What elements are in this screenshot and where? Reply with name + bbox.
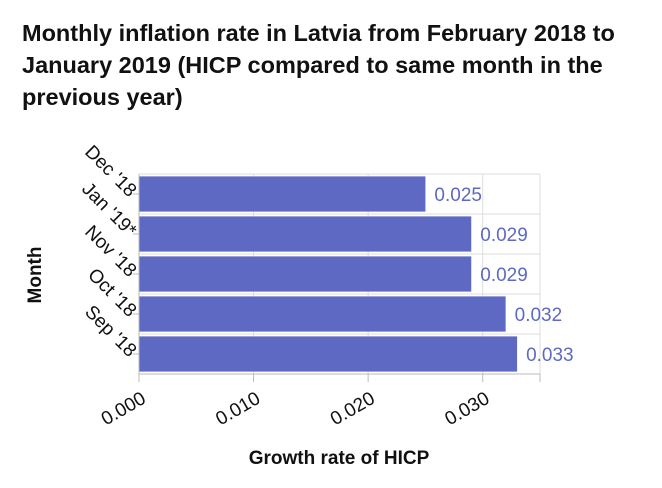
bar	[139, 296, 506, 332]
bar	[139, 256, 472, 292]
data-label: 0.029	[480, 225, 528, 246]
x-tick-label: 0.030	[442, 388, 494, 430]
bar	[139, 176, 426, 212]
y-axis-title: Month	[25, 247, 46, 304]
data-label: 0.032	[515, 305, 563, 326]
bar	[139, 216, 472, 252]
axes	[133, 174, 541, 382]
data-label: 0.033	[526, 345, 574, 366]
bar	[139, 336, 518, 372]
bars	[139, 176, 518, 372]
data-label: 0.029	[480, 265, 528, 286]
data-label: 0.025	[434, 185, 482, 206]
x-tick-label: 0.000	[98, 388, 150, 430]
x-tick-label: 0.010	[212, 388, 264, 430]
chart-title: Monthly inflation rate in Latvia from Fe…	[22, 20, 615, 110]
x-tick-label: 0.020	[327, 388, 379, 430]
x-axis-title: Growth rate of HICP	[249, 448, 430, 469]
